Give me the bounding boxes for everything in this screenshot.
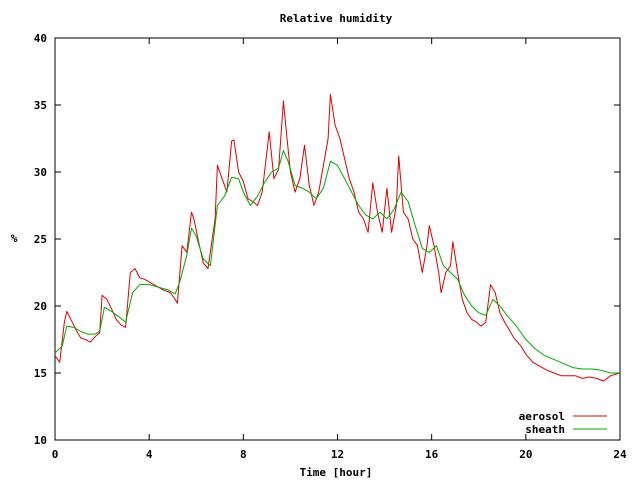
x-tick-label: 12 [331,448,344,461]
plot-frame [54,37,621,441]
y-axis: 10 15 20 25 30 35 40 [34,32,620,447]
y-tick-label: 35 [34,99,47,112]
y-tick-label: 20 [34,300,47,313]
y-tick-label: 15 [34,367,47,380]
x-axis: 0 4 8 12 16 20 24 [52,38,627,461]
legend-label-sheath: sheath [525,423,565,436]
x-tick-label: 24 [613,448,627,461]
x-tick-label: 16 [425,448,439,461]
x-axis-label: Time [hour] [300,466,373,479]
series-line-sheath [54,150,620,374]
series-layer [54,93,621,382]
series-line-aerosol [54,93,621,382]
y-tick-label: 40 [34,32,47,45]
x-tick-label: 4 [146,448,153,461]
x-tick-label: 8 [240,448,247,461]
y-tick-label: 25 [34,233,47,246]
x-tick-label: 0 [52,448,59,461]
y-tick-label: 10 [34,434,47,447]
legend-label-aerosol: aerosol [519,410,565,423]
y-tick-label: 30 [34,166,47,179]
y-axis-label: % [11,232,18,245]
x-tick-label: 20 [519,448,532,461]
chart-title: Relative humidity [280,12,393,25]
